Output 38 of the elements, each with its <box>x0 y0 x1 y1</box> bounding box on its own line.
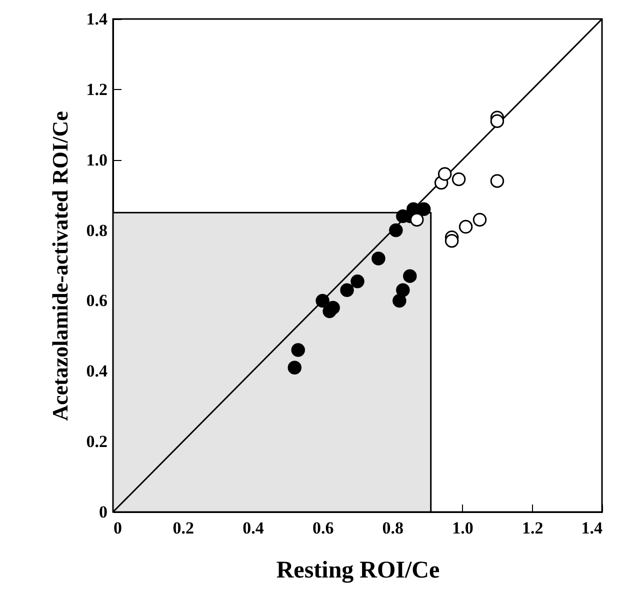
x-axis-title: Resting ROI/Ce <box>276 558 440 584</box>
point <box>340 283 354 298</box>
point <box>389 223 403 238</box>
x-tick-label: 1.4 <box>581 518 603 538</box>
point <box>288 360 302 374</box>
point <box>392 294 406 308</box>
point <box>438 167 452 181</box>
y-tick-label: 1.4 <box>86 10 108 28</box>
point <box>444 234 459 248</box>
x-tick-label: 1.2 <box>522 518 544 538</box>
y-tick-label: 0 <box>99 502 108 522</box>
point <box>458 220 473 234</box>
x-tick-label: 0.2 <box>172 518 194 538</box>
point <box>396 283 410 298</box>
y-tick-label: 0.6 <box>86 291 108 310</box>
x-tick-label: 0.8 <box>382 518 404 538</box>
point <box>350 274 364 288</box>
point <box>410 212 424 227</box>
x-tick-label: 0.4 <box>242 518 264 538</box>
point <box>452 172 466 186</box>
point <box>403 269 417 283</box>
point <box>291 343 305 357</box>
point <box>316 294 330 308</box>
point <box>490 114 504 128</box>
y-axis-title: Acetazolamide-activated ROI/Ce <box>47 110 72 421</box>
point <box>472 212 487 227</box>
point <box>490 174 504 188</box>
y-tick-label: 1.0 <box>86 150 108 170</box>
x-tick-label: 0 <box>114 518 122 538</box>
y-tick-label: 0.4 <box>86 362 108 381</box>
x-tick-label: 0.6 <box>312 518 334 538</box>
y-tick-label: 1.2 <box>86 80 108 99</box>
x-tick-label: 1.0 <box>452 518 474 538</box>
point <box>416 202 431 216</box>
y-tick-label: 0.8 <box>86 220 108 240</box>
point <box>326 300 340 315</box>
point <box>372 252 386 266</box>
y-tick-label: 0.2 <box>86 432 108 452</box>
